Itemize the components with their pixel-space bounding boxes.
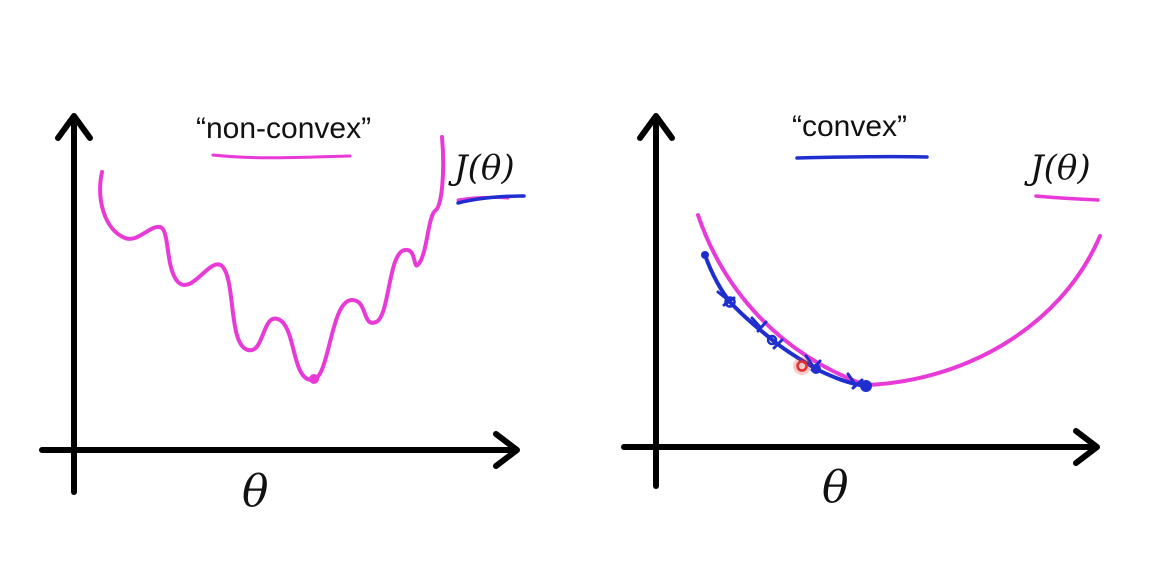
left-axis-label: θ: [242, 466, 269, 517]
right-title-underline: [795, 154, 929, 160]
descent-end-dot: [860, 380, 872, 392]
descent-step-dot: [811, 364, 821, 374]
descent-step-dot: [766, 334, 778, 346]
left-function-label: J(θ): [454, 148, 515, 188]
descent-step-dot: [724, 296, 736, 308]
convex-curve: [696, 213, 1102, 388]
right-title: “convex”: [792, 110, 908, 143]
left-title-underline: [211, 153, 352, 160]
left-y-axis-arrowhead: [55, 113, 93, 141]
right-label-underline: [1034, 194, 1100, 202]
right-x-axis-arrowhead: [1073, 428, 1100, 466]
left-x-axis-arrowhead: [493, 431, 520, 469]
start-point-glow: [793, 357, 811, 375]
descent-step-dot: [701, 251, 709, 259]
right-axis-label: θ: [822, 462, 849, 513]
non-convex-curve: [98, 135, 446, 382]
left-panel: [39, 113, 526, 495]
left-label-underline-blue: [456, 194, 526, 205]
start-point-marker: [796, 360, 808, 372]
non-convex-global-minimum-dot: [309, 374, 319, 384]
left-title: “non-convex”: [196, 112, 372, 145]
right-function-label: J(θ): [1030, 148, 1091, 188]
right-y-axis-arrowhead: [637, 113, 675, 141]
gradient-descent-path: [703, 253, 868, 388]
right-panel: [621, 113, 1102, 489]
